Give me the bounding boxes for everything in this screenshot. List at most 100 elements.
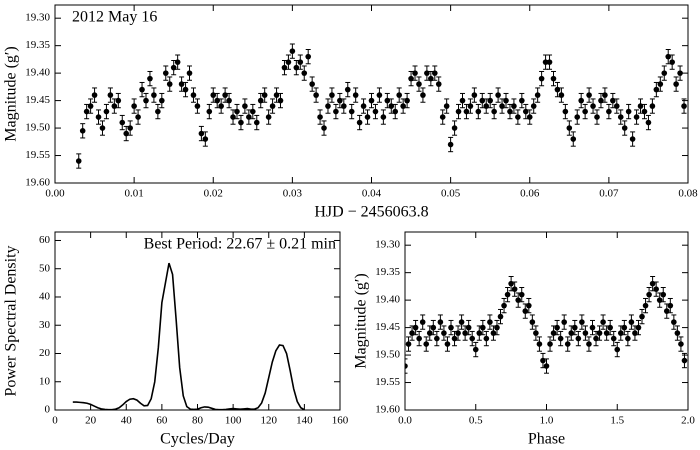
- y-tick-label: 19.50: [25, 122, 50, 134]
- data-point: [625, 335, 631, 342]
- data-point: [681, 357, 688, 364]
- data-point: [653, 86, 660, 93]
- data-point: [534, 92, 541, 98]
- plot-area: [405, 276, 688, 374]
- data-point: [533, 330, 539, 336]
- data-point: [635, 324, 642, 331]
- data-point: [159, 97, 165, 104]
- y-tick-label: 19.30: [375, 239, 400, 251]
- data-point: [115, 97, 122, 104]
- y-tick-label: 19.50: [375, 349, 400, 361]
- data-point: [554, 324, 560, 331]
- data-point: [444, 341, 451, 347]
- y-tick-label: 50: [39, 262, 51, 274]
- data-point: [242, 103, 248, 109]
- data-point: [602, 92, 608, 98]
- data-point: [681, 103, 687, 109]
- x-tick-label: 60: [156, 415, 168, 427]
- data-point: [214, 97, 221, 104]
- data-point: [497, 313, 504, 320]
- plot-area: [75, 43, 687, 169]
- data-point: [542, 59, 549, 65]
- data-point: [91, 92, 98, 98]
- y-axis-label: Magnitude (g′): [353, 273, 370, 368]
- data-point: [155, 108, 161, 115]
- data-point: [572, 324, 578, 331]
- data-point: [289, 48, 296, 54]
- y-tick-label: 19.60: [375, 404, 400, 416]
- data-point: [313, 92, 319, 98]
- data-point: [511, 103, 517, 109]
- data-point: [250, 108, 256, 115]
- x-tick-label: 0.00: [45, 188, 65, 200]
- plot-area: [72, 262, 305, 410]
- data-point: [575, 335, 582, 342]
- data-point: [669, 59, 675, 65]
- data-point: [103, 108, 110, 115]
- psd-line: [72, 262, 305, 410]
- data-point: [455, 108, 462, 115]
- data-point: [633, 114, 640, 120]
- data-point: [649, 103, 656, 109]
- data-point: [405, 341, 412, 347]
- data-point: [419, 319, 426, 325]
- data-point: [564, 341, 571, 347]
- data-point: [448, 324, 454, 331]
- data-point: [384, 97, 391, 104]
- data-point: [135, 114, 141, 120]
- data-point: [678, 341, 684, 347]
- data-point: [162, 70, 169, 76]
- data-point: [507, 108, 513, 115]
- data-point: [526, 114, 533, 120]
- data-point: [538, 75, 545, 82]
- data-point: [550, 75, 557, 82]
- y-tick-label: 19.35: [25, 39, 50, 51]
- data-point: [501, 302, 507, 309]
- data-point: [321, 125, 327, 131]
- data-point: [202, 136, 209, 142]
- data-point: [458, 319, 465, 325]
- data-point: [673, 81, 679, 87]
- data-point: [430, 324, 437, 331]
- data-point: [190, 92, 197, 98]
- data-point: [522, 108, 529, 115]
- data-point: [586, 341, 592, 347]
- data-point: [420, 92, 426, 98]
- data-point: [546, 59, 553, 65]
- data-point: [83, 108, 90, 115]
- data-point: [408, 75, 414, 82]
- data-point: [463, 108, 470, 115]
- data-point: [472, 346, 479, 353]
- data-point: [428, 75, 434, 82]
- data-point: [392, 108, 399, 115]
- data-point: [491, 108, 497, 115]
- data-point: [337, 97, 343, 104]
- x-axis-label: Phase: [528, 431, 565, 448]
- x-tick-label: 0.05: [441, 188, 461, 200]
- data-point: [657, 81, 664, 87]
- data-point: [483, 335, 490, 342]
- data-point: [317, 114, 323, 120]
- data-point: [437, 319, 444, 325]
- axes-frame: [404, 231, 689, 411]
- data-point: [87, 103, 94, 109]
- data-point: [671, 319, 677, 325]
- data-point: [246, 114, 252, 120]
- data-point: [372, 108, 379, 115]
- y-tick-label: 60: [39, 234, 51, 246]
- data-point: [293, 64, 300, 71]
- data-point: [166, 81, 173, 87]
- data-point: [341, 103, 347, 109]
- data-point: [364, 114, 371, 120]
- x-tick-label: 40: [121, 415, 133, 427]
- data-point: [617, 114, 624, 120]
- data-point: [127, 125, 133, 131]
- data-point: [504, 291, 511, 298]
- data-point: [388, 103, 395, 109]
- data-point: [554, 86, 561, 93]
- data-point: [234, 108, 240, 115]
- data-point: [543, 363, 550, 369]
- x-tick-label: 0.07: [599, 188, 619, 200]
- data-point: [75, 158, 82, 164]
- data-point: [570, 136, 577, 142]
